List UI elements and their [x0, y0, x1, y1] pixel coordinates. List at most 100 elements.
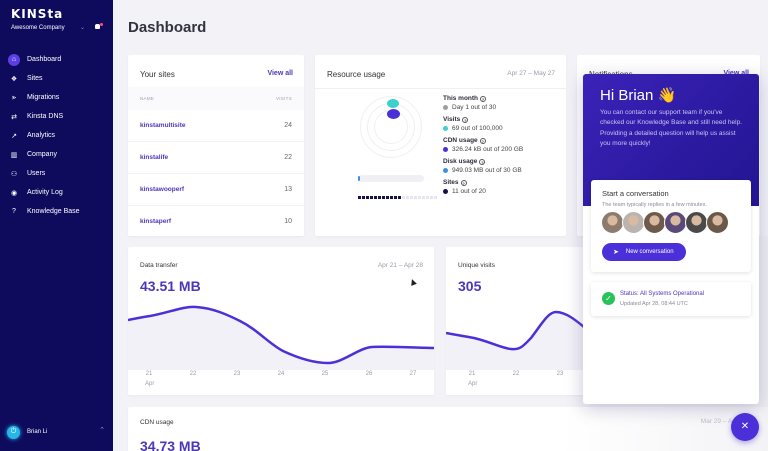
x-axis-label: 24 [277, 371, 285, 377]
x-axis-month: Apr [145, 381, 155, 387]
date-range: Apr 21 – Apr 28 [377, 262, 423, 269]
disk-usage-bar [358, 175, 424, 182]
notification-dot [100, 23, 103, 26]
sites-usage-dots [358, 196, 437, 199]
table-row: kinstamultisite 24 [128, 110, 304, 142]
team-member-avatar [664, 211, 687, 234]
home-icon: ⌂ [8, 53, 20, 66]
x-axis-label: 21 [468, 371, 476, 377]
close-chat-button[interactable]: ✕ [731, 413, 759, 441]
status-title[interactable]: Status: All Systems Operational [620, 291, 705, 297]
table-header: NAME VISITS [128, 87, 304, 110]
help-icon[interactable]: ? [460, 179, 467, 186]
users-icon: ⚇ [10, 170, 18, 178]
table-row: kinstalife 22 [128, 142, 304, 174]
legend-item: Disk usage? 949.03 MB out of 30 GB [443, 158, 523, 174]
bell-icon[interactable] [95, 23, 103, 30]
help-icon[interactable]: ? [480, 95, 487, 102]
site-visits: 24 [284, 122, 292, 129]
site-link[interactable]: kinstawooperf [140, 186, 185, 193]
legend-value: Day 1 out of 30 [452, 104, 497, 111]
x-axis-label: 23 [556, 371, 564, 377]
table-row: kinstawooperf 13 [128, 174, 304, 206]
legend-dot [443, 105, 448, 110]
team-member-avatar [643, 211, 666, 234]
sidebar-item-activity-log[interactable]: ◉ Activity Log [0, 183, 113, 202]
new-conversation-button[interactable]: ➤ New conversation [602, 243, 686, 261]
dns-icon: ⇄ [11, 113, 17, 121]
analytics-icon: ↗ [11, 132, 17, 140]
view-all-notifications-link[interactable]: View all [723, 70, 749, 77]
system-status-card[interactable]: ✓ Status: All Systems Operational Update… [591, 282, 751, 316]
migrations-icon: ⪢ [12, 93, 16, 101]
page-title: Dashboard [128, 19, 207, 36]
sidebar-item-dashboard[interactable]: ⌂ Dashboard [0, 50, 113, 69]
site-link[interactable]: kinstaperf [140, 218, 172, 225]
date-range: Apr 27 – May 27 [507, 70, 555, 77]
column-visits[interactable]: VISITS [275, 96, 292, 101]
user-name: Brian Li [27, 429, 48, 435]
site-visits: 10 [284, 218, 292, 225]
sidebar-item-users[interactable]: ⚇ Users [0, 164, 113, 183]
legend-title: Sites [443, 179, 459, 186]
legend-value: 69 out of 100,000 [452, 125, 503, 132]
cdn-usage-value: 34.73 MB [140, 438, 201, 451]
team-avatars [601, 211, 729, 234]
site-link[interactable]: kinstamultisite [140, 122, 186, 129]
legend-dot [443, 126, 448, 131]
help-icon[interactable]: ? [462, 116, 469, 123]
card-title: Data transfer [140, 262, 178, 269]
sidebar-item-sites[interactable]: ❖ Sites [0, 69, 113, 88]
site-link[interactable]: kinstalife [140, 154, 169, 161]
cdn-usage-card: CDN usage Mar 29 – Apr 34.73 MB [128, 407, 768, 451]
card-title: Unique visits [458, 262, 495, 269]
usage-legend: This month? Day 1 out of 30 Visits? 69 ou… [443, 95, 523, 200]
chevron-down-icon[interactable]: ⌄ [80, 25, 86, 31]
sidebar-item-knowledge-base[interactable]: ? Knowledge Base [0, 202, 113, 221]
help-icon[interactable]: ? [479, 158, 486, 165]
new-conversation-label: New conversation [625, 249, 674, 255]
data-transfer-card: Data transfer Apr 21 – Apr 28 43.51 MB 2… [128, 247, 434, 395]
help-icon: ? [12, 208, 16, 215]
x-axis-label: 22 [512, 371, 520, 377]
sidebar-item-company[interactable]: ▥ Company [0, 145, 113, 164]
team-member-avatar [601, 211, 624, 234]
sidebar-item-migrations[interactable]: ⪢ Migrations [0, 88, 113, 107]
x-axis-label: 22 [189, 371, 197, 377]
help-icon[interactable]: ? [479, 137, 486, 144]
sidebar: KINSta Awesome Company ⌄ ⌂ Dashboard ❖ Site… [0, 0, 113, 451]
x-axis-month: Apr [468, 381, 478, 387]
sidebar-nav: ⌂ Dashboard ❖ Sites ⪢ Migrations ⇄ Kinsta DNS ↗ A… [0, 50, 113, 221]
chevron-up-icon[interactable]: ⌃ [99, 427, 105, 434]
user-menu[interactable]: ⏻ Brian Li ⌃ [7, 425, 107, 439]
sidebar-item-analytics[interactable]: ↗ Analytics [0, 126, 113, 145]
company-selector[interactable]: Awesome Company [11, 25, 65, 31]
sidebar-item-label: Knowledge Base [27, 208, 80, 215]
data-transfer-chart [128, 305, 434, 370]
view-all-sites-link[interactable]: View all [267, 70, 293, 77]
unique-visits-card: Unique visits 305 21 22 23 Apr [446, 247, 596, 395]
sidebar-item-kinsta-dns[interactable]: ⇄ Kinsta DNS [0, 107, 113, 126]
legend-title: This month [443, 95, 479, 102]
sidebar-item-label: Activity Log [27, 189, 63, 196]
chat-greeting: Hi Brian 👋 [600, 87, 677, 104]
legend-item: Sites? 11 out of 20 [443, 179, 523, 195]
card-title: CDN usage [140, 419, 174, 426]
conversation-title: Start a conversation [602, 189, 669, 198]
your-sites-card: Your sites View all NAME VISITS kinstamu… [128, 55, 304, 236]
sites-icon: ❖ [10, 75, 18, 83]
column-name[interactable]: NAME [140, 96, 155, 101]
kinsta-logo[interactable]: KINSta [11, 7, 64, 21]
send-icon: ➤ [613, 249, 619, 256]
support-chat-widget: Hi Brian 👋 You can contact our support t… [583, 74, 759, 404]
eye-icon: ◉ [10, 189, 18, 197]
legend-title: CDN usage [443, 137, 478, 144]
legend-dot [443, 147, 448, 152]
unique-visits-value: 305 [458, 278, 482, 294]
sidebar-item-label: Users [27, 170, 46, 177]
x-axis-label: 26 [365, 371, 373, 377]
cdn-arc [387, 109, 400, 119]
unique-visits-chart [446, 310, 592, 370]
legend-value: 949.03 MB out of 30 GB [452, 167, 522, 174]
card-title: Your sites [140, 70, 175, 79]
